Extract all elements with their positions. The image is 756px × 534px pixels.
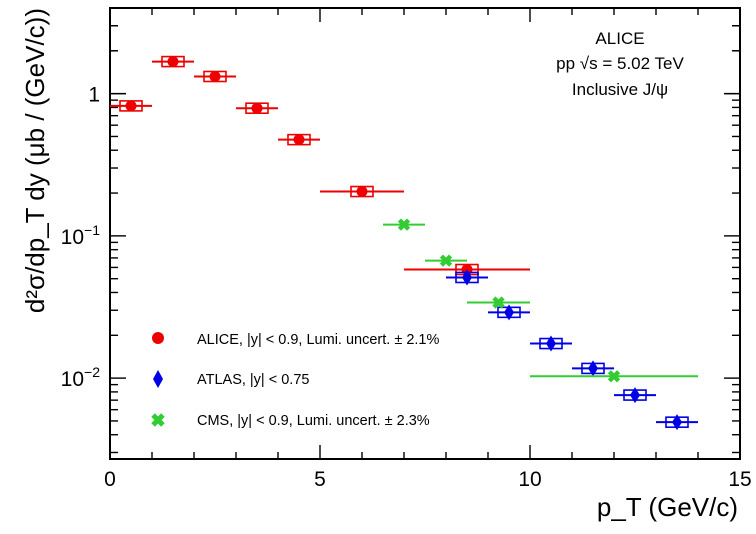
data-point (530, 335, 572, 352)
data-point (467, 296, 530, 309)
cross-bar (492, 296, 505, 309)
y-tick-label: 1 (88, 84, 100, 107)
legend-marker-atlas (153, 370, 163, 388)
marker-circle (356, 186, 368, 198)
data-point (656, 414, 698, 431)
data-point (488, 304, 530, 321)
data-point (278, 133, 320, 146)
y-tick-labels: 1 10−1 10−2 (61, 84, 101, 391)
axis-ticks (109, 7, 741, 459)
data-point (530, 370, 698, 383)
marker-circle (125, 100, 137, 112)
data-point (236, 102, 278, 114)
legend-label-cms: CMS, |y| < 0.9, Lumi. uncert. ± 2.3% (197, 413, 430, 429)
marker-circle (167, 56, 179, 68)
marker-diamond (546, 335, 556, 352)
legend-label-alice: ALICE, |y| < 0.9, Lumi. uncert. ± 2.1% (197, 332, 439, 348)
marker-cross (439, 254, 453, 267)
cross-bar (397, 218, 411, 231)
marker-diamond (588, 360, 598, 377)
data-point (383, 218, 425, 231)
annotation-energy: pp √s = 5.02 TeV (556, 54, 684, 73)
annotation-particle: Inclusive J/ψ (572, 80, 668, 99)
legend-marker-cms (151, 413, 165, 427)
data-point (614, 387, 656, 404)
plot-frame (109, 7, 741, 460)
data-point (320, 185, 404, 198)
data-point (572, 360, 614, 377)
data-marks (110, 55, 698, 431)
annotation-experiment: ALICE (595, 29, 644, 48)
x-tick-label: 0 (104, 468, 116, 491)
series-diamond (446, 269, 698, 431)
x-tick-labels: 0 5 10 15 (104, 468, 752, 491)
x-tick-label: 10 (518, 468, 541, 491)
y-tick-label: 10−1 (61, 222, 101, 249)
y-tick-label: 10−2 (61, 364, 101, 391)
marker-cross (607, 370, 621, 383)
x-tick-label: 5 (314, 468, 326, 491)
series-circle (110, 55, 530, 276)
marker-cross (492, 296, 505, 309)
x-tick-label: 15 (728, 468, 751, 491)
data-point (446, 269, 488, 286)
marker-diamond (462, 269, 472, 286)
cross-bar (607, 370, 621, 383)
y-axis-title: d²σ/dp_T dy (μb / (GeV/c)) (20, 8, 50, 313)
data-point (194, 70, 236, 83)
marker-diamond (672, 414, 682, 431)
x-axis-title: p_T (GeV/c) (597, 492, 738, 522)
data-point (110, 100, 152, 112)
data-point (152, 55, 194, 68)
cross-bar (439, 254, 453, 267)
legend-marker-alice (152, 332, 164, 344)
marker-circle (293, 134, 305, 146)
legend-label-atlas: ATLAS, |y| < 0.75 (197, 372, 309, 388)
data-point (425, 254, 467, 267)
legend: ALICE, |y| < 0.9, Lumi. uncert. ± 2.1% A… (151, 332, 439, 429)
marker-circle (251, 102, 263, 114)
marker-circle (209, 70, 221, 82)
series-cross (383, 218, 698, 383)
marker-cross (397, 218, 411, 231)
marker-diamond (504, 304, 514, 321)
marker-diamond (630, 387, 640, 404)
